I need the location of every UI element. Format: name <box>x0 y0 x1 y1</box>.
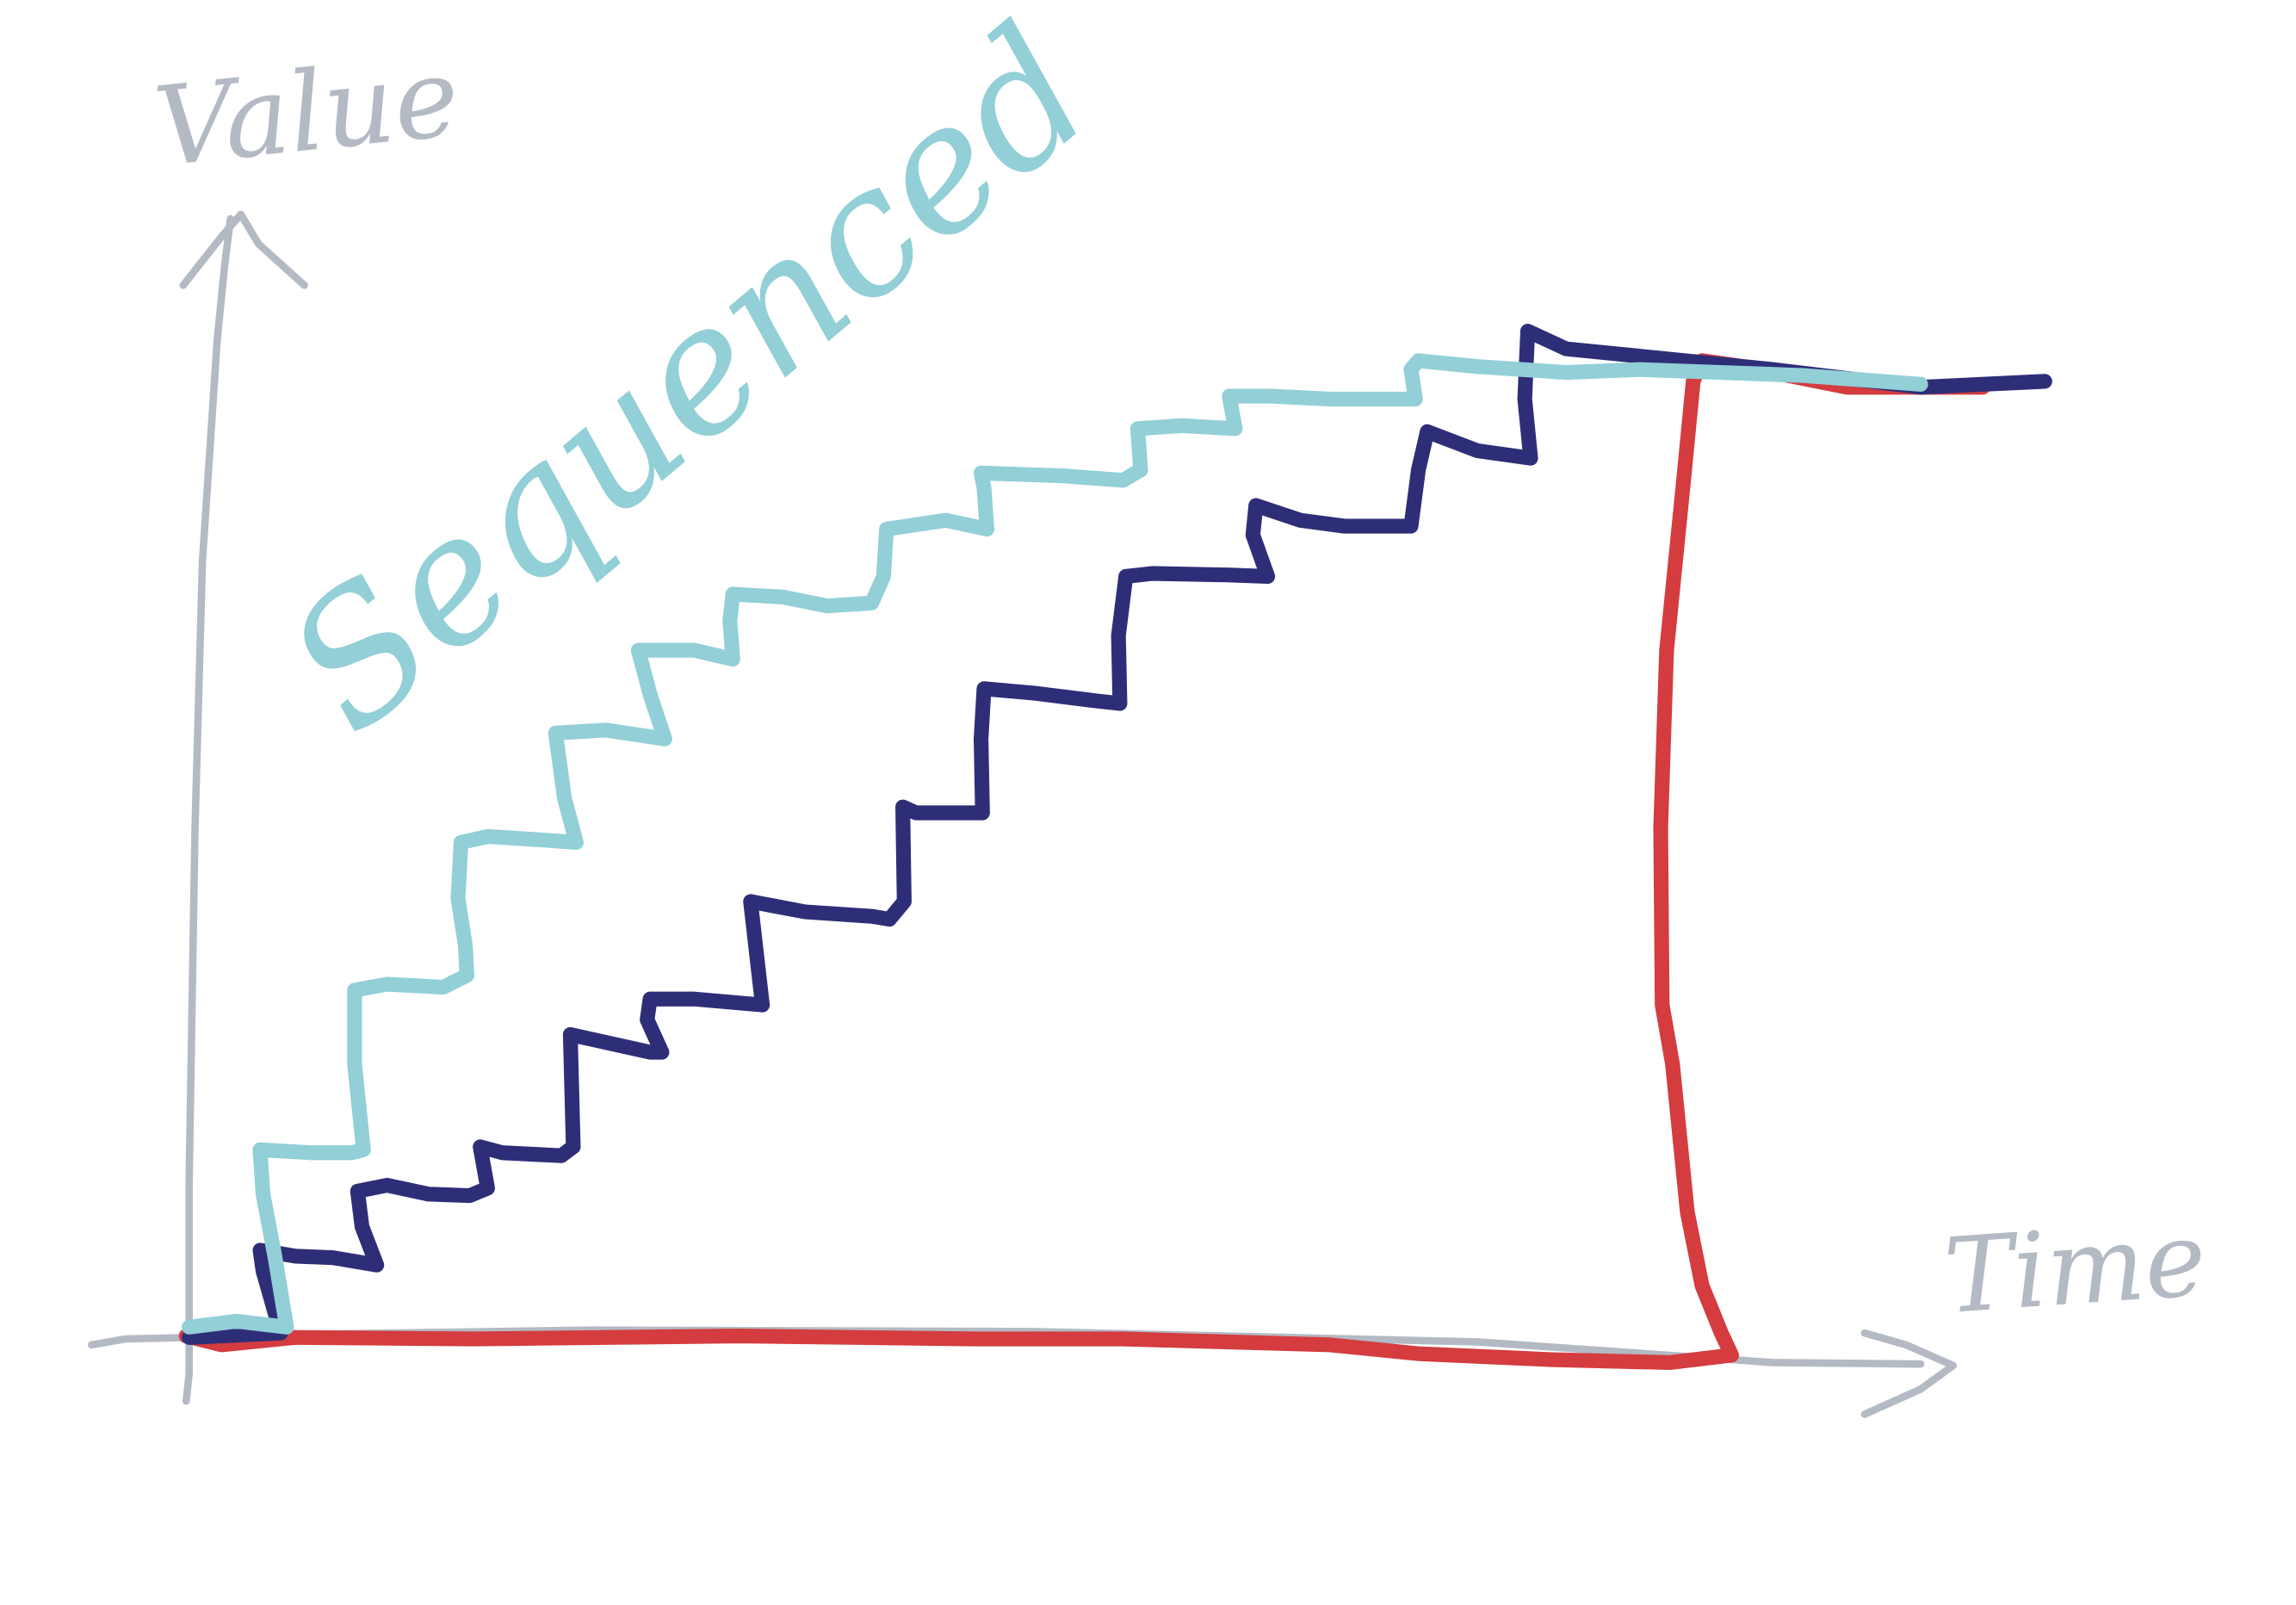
x-axis-label: Time <box>1940 1199 2210 1337</box>
y-axis-line <box>182 214 235 1405</box>
y-axis-arrowhead <box>179 210 308 289</box>
series-red-line <box>178 353 1990 1371</box>
series-teal-line <box>182 353 1928 1335</box>
y-axis-label: Value <box>149 33 465 191</box>
series-lines <box>178 323 2052 1371</box>
labels: Value Time Sequenced <box>149 0 2210 1337</box>
x-axis-arrowhead <box>1860 1329 1958 1418</box>
series-navy-line <box>182 323 2052 1345</box>
